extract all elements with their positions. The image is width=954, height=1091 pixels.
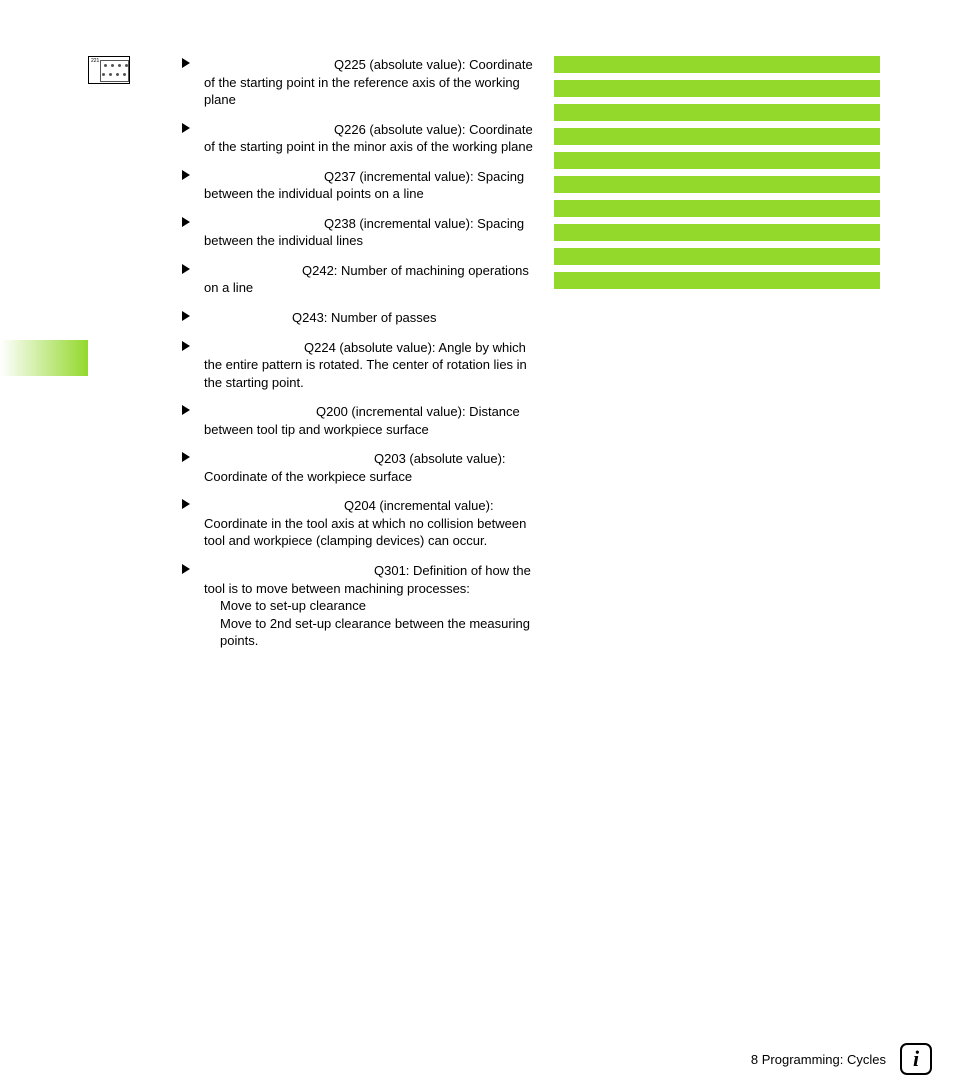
cycle-icon-label: 221 bbox=[91, 58, 99, 64]
code-line bbox=[554, 152, 880, 169]
param-text: Q237 (incremental value): Spacing betwee… bbox=[204, 169, 524, 202]
param-item: Q224 (absolute value): Angle by which th… bbox=[182, 339, 534, 392]
cycle-icon-grid bbox=[100, 60, 129, 82]
code-line bbox=[554, 248, 880, 265]
page-footer: 8 Programming: Cycles i bbox=[751, 1043, 932, 1075]
triangle-right-icon bbox=[182, 564, 190, 574]
triangle-right-icon bbox=[182, 58, 190, 68]
param-text: Q238 (incremental value): Spacing betwee… bbox=[204, 216, 524, 249]
code-line bbox=[554, 224, 880, 241]
triangle-right-icon bbox=[182, 264, 190, 274]
param-item: Q226 (absolute value): Coordinate of the… bbox=[182, 121, 534, 156]
param-item: Q237 (incremental value): Spacing betwee… bbox=[182, 168, 534, 203]
triangle-right-icon bbox=[182, 311, 190, 321]
triangle-right-icon bbox=[182, 405, 190, 415]
param-text: Q203 (absolute value): Coordinate of the… bbox=[204, 451, 506, 484]
triangle-right-icon bbox=[182, 452, 190, 462]
code-line bbox=[554, 56, 880, 73]
code-line bbox=[554, 80, 880, 97]
triangle-right-icon bbox=[182, 170, 190, 180]
code-line bbox=[554, 200, 880, 217]
param-item: Q301: Definition of how the tool is to m… bbox=[182, 562, 534, 650]
param-text: Q224 (absolute value): Angle by which th… bbox=[204, 340, 527, 390]
code-line bbox=[554, 128, 880, 145]
param-item: Q242: Number of machining operations on … bbox=[182, 262, 534, 297]
side-tab bbox=[0, 340, 88, 376]
param-sublist: Move to set-up clearanceMove to 2nd set-… bbox=[204, 597, 534, 650]
triangle-right-icon bbox=[182, 499, 190, 509]
footer-text: 8 Programming: Cycles bbox=[751, 1052, 886, 1067]
cycle-icon: 221 bbox=[88, 56, 130, 84]
code-line bbox=[554, 272, 880, 289]
code-panel bbox=[554, 56, 880, 296]
param-text: Q225 (absolute value): Coordinate of the… bbox=[204, 57, 533, 107]
info-icon: i bbox=[900, 1043, 932, 1075]
param-item: Q225 (absolute value): Coordinate of the… bbox=[182, 56, 534, 109]
triangle-right-icon bbox=[182, 217, 190, 227]
parameter-list: Q225 (absolute value): Coordinate of the… bbox=[182, 56, 534, 662]
triangle-right-icon bbox=[182, 341, 190, 351]
param-item: Q238 (incremental value): Spacing betwee… bbox=[182, 215, 534, 250]
code-line bbox=[554, 104, 880, 121]
param-item: Q203 (absolute value): Coordinate of the… bbox=[182, 450, 534, 485]
param-text: Q226 (absolute value): Coordinate of the… bbox=[204, 122, 533, 155]
param-text: Q200 (incremental value): Distance betwe… bbox=[204, 404, 520, 437]
code-line bbox=[554, 176, 880, 193]
param-sub-item: Move to set-up clearance bbox=[220, 597, 534, 615]
param-item: Q200 (incremental value): Distance betwe… bbox=[182, 403, 534, 438]
param-item: Q243: Number of passes bbox=[182, 309, 534, 327]
param-item: Q204 (incremental value): Coordinate in … bbox=[182, 497, 534, 550]
param-text: Q242: Number of machining operations on … bbox=[204, 263, 529, 296]
param-sub-item: Move to 2nd set-up clearance between the… bbox=[220, 615, 534, 650]
param-text: Q301: Definition of how the tool is to m… bbox=[204, 563, 531, 596]
param-text: Q243: Number of passes bbox=[292, 310, 437, 325]
param-text: Q204 (incremental value): Coordinate in … bbox=[204, 498, 526, 548]
triangle-right-icon bbox=[182, 123, 190, 133]
